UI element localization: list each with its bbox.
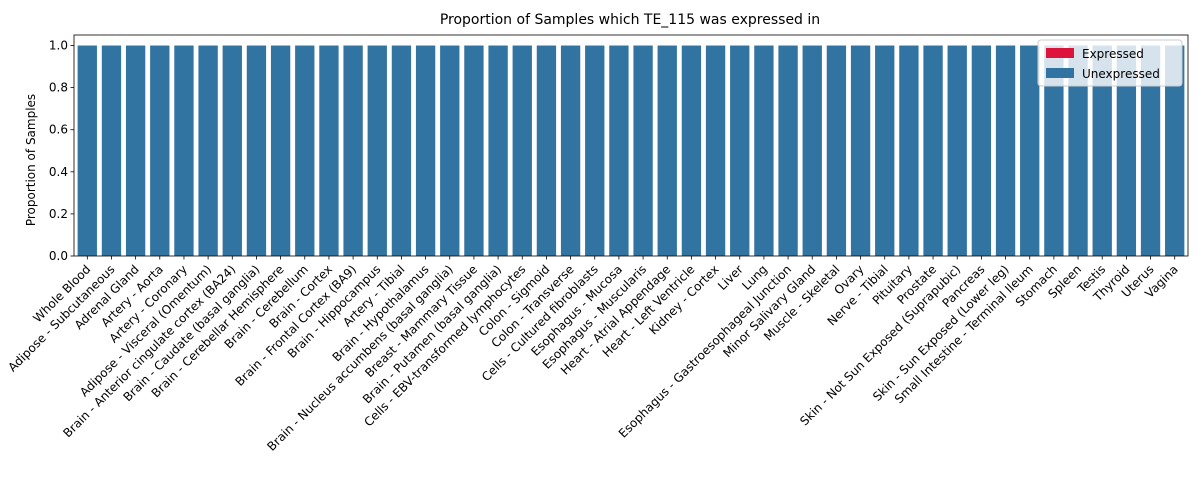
bar-unexpressed-15	[440, 45, 460, 256]
bar-unexpressed-33	[875, 45, 895, 256]
bar-unexpressed-36	[947, 45, 967, 256]
bar-unexpressed-34	[899, 45, 919, 256]
bar-unexpressed-28	[754, 45, 774, 256]
bar-unexpressed-37	[971, 45, 992, 256]
x-tick-label: Liver	[715, 262, 746, 293]
y-tick-label: 0.2	[49, 207, 68, 221]
bar-unexpressed-20	[560, 45, 581, 256]
bar-unexpressed-0	[77, 45, 97, 256]
legend-swatch-expressed	[1046, 48, 1074, 58]
legend: Expressed Unexpressed	[1037, 39, 1183, 87]
bar-unexpressed-8	[270, 45, 291, 256]
bar-unexpressed-6	[222, 45, 242, 256]
bar-unexpressed-7	[246, 45, 267, 256]
bar-unexpressed-13	[391, 45, 412, 256]
bar-unexpressed-44	[1140, 45, 1161, 256]
axes-frame	[73, 34, 1189, 257]
bar-unexpressed-23	[633, 45, 653, 256]
bar-unexpressed-31	[826, 45, 847, 256]
y-tick-label: 0.0	[49, 249, 68, 263]
bar-unexpressed-42	[1092, 45, 1112, 256]
y-tick-label: 0.8	[49, 81, 68, 95]
bar-unexpressed-10	[319, 45, 339, 256]
legend-swatch-unexpressed	[1046, 68, 1074, 78]
bar-unexpressed-40	[1044, 45, 1064, 256]
bar-unexpressed-21	[585, 45, 605, 256]
bar-unexpressed-12	[367, 45, 387, 256]
bar-unexpressed-18	[512, 45, 532, 256]
bar-unexpressed-25	[681, 45, 702, 256]
bar-unexpressed-26	[705, 45, 726, 256]
bar-unexpressed-17	[488, 45, 508, 256]
bar-unexpressed-45	[1165, 45, 1185, 256]
bar-unexpressed-41	[1068, 45, 1088, 256]
y-tick-label: 0.6	[49, 123, 68, 137]
bar-unexpressed-11	[343, 45, 363, 256]
bar-unexpressed-19	[536, 45, 557, 256]
plot-area	[77, 45, 1185, 256]
bar-unexpressed-35	[923, 45, 943, 256]
bar-unexpressed-22	[609, 45, 629, 256]
bar-unexpressed-4	[174, 45, 194, 256]
bar-unexpressed-14	[415, 45, 436, 256]
bar-unexpressed-1	[101, 45, 122, 256]
bar-unexpressed-39	[1020, 45, 1040, 256]
bar-unexpressed-16	[464, 45, 484, 256]
legend-label-expressed: Expressed	[1082, 47, 1144, 61]
bar-unexpressed-38	[995, 45, 1016, 256]
legend-label-unexpressed: Unexpressed	[1082, 67, 1160, 81]
bar-unexpressed-9	[295, 45, 315, 256]
bar-unexpressed-43	[1116, 45, 1137, 256]
bar-unexpressed-3	[150, 45, 170, 256]
chart-title: Proportion of Samples which TE_115 was e…	[440, 12, 820, 28]
bar-unexpressed-29	[778, 45, 798, 256]
bar-unexpressed-27	[730, 45, 750, 256]
y-tick-label: 0.4	[49, 165, 68, 179]
bar-unexpressed-24	[657, 45, 677, 256]
y-axis-label: Proportion of Samples	[24, 94, 38, 226]
bar-unexpressed-2	[125, 45, 146, 256]
y-tick-label: 1.0	[49, 39, 68, 53]
bar-unexpressed-30	[802, 45, 822, 256]
bar-unexpressed-5	[198, 45, 218, 256]
bar-unexpressed-32	[850, 45, 871, 256]
